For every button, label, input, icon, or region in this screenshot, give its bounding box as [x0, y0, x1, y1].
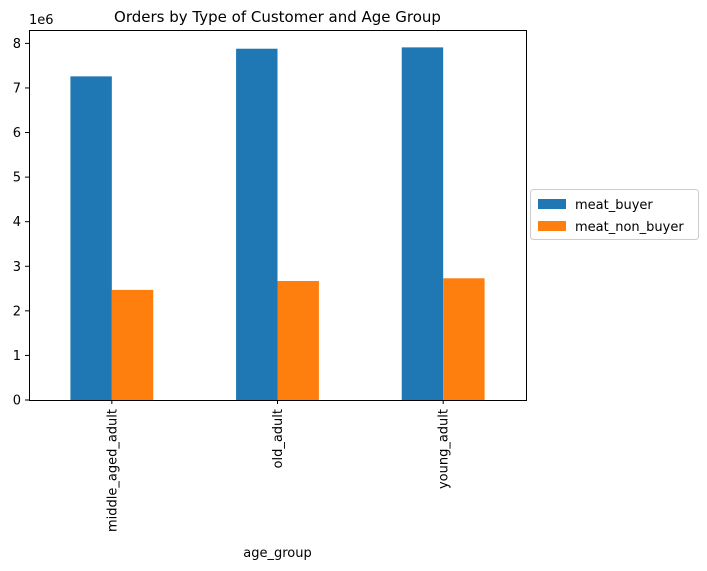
y-axis-offset-label: 1e6 — [29, 13, 54, 28]
y-tick-label: 7 — [13, 81, 21, 96]
legend-box — [530, 189, 699, 240]
y-tick-label: 0 — [13, 394, 21, 409]
legend: meat_buyer meat_non_buyer — [530, 189, 699, 240]
y-ticks: 0 1 2 3 4 5 6 7 8 — [13, 37, 29, 409]
y-tick-label: 1 — [13, 349, 21, 364]
bar-meat_non_buyer-young_adult — [443, 278, 485, 400]
y-tick-label: 4 — [13, 215, 21, 230]
x-ticks: middle_aged_adult old_adult young_adult — [105, 400, 452, 532]
legend-label-meat_non_buyer: meat_non_buyer — [575, 220, 684, 235]
bar-meat_non_buyer-middle_aged_adult — [111, 289, 154, 400]
y-tick-label: 5 — [13, 171, 21, 186]
x-axis-label: age_group — [243, 546, 311, 561]
legend-label-meat_buyer: meat_buyer — [575, 198, 653, 213]
plot-frame — [29, 30, 527, 401]
bar-meat_buyer-old_adult — [236, 48, 278, 400]
y-tick-label: 3 — [13, 260, 21, 275]
legend-swatch-meat_buyer — [538, 199, 566, 209]
chart-title: Orders by Type of Customer and Age Group — [114, 8, 441, 26]
x-tick-label: young_adult — [437, 409, 452, 489]
bars-layer — [70, 47, 485, 400]
bar-meat_buyer-middle_aged_adult — [70, 76, 112, 400]
bar-meat_buyer-young_adult — [401, 47, 444, 400]
legend-swatch-meat_non_buyer — [538, 221, 566, 231]
bar-meat_non_buyer-old_adult — [277, 280, 319, 400]
y-tick-label: 8 — [13, 37, 21, 52]
y-tick-label: 6 — [13, 126, 21, 141]
x-tick-label: old_adult — [271, 409, 286, 468]
x-tick-label: middle_aged_adult — [105, 409, 120, 532]
y-tick-label: 2 — [13, 304, 21, 319]
